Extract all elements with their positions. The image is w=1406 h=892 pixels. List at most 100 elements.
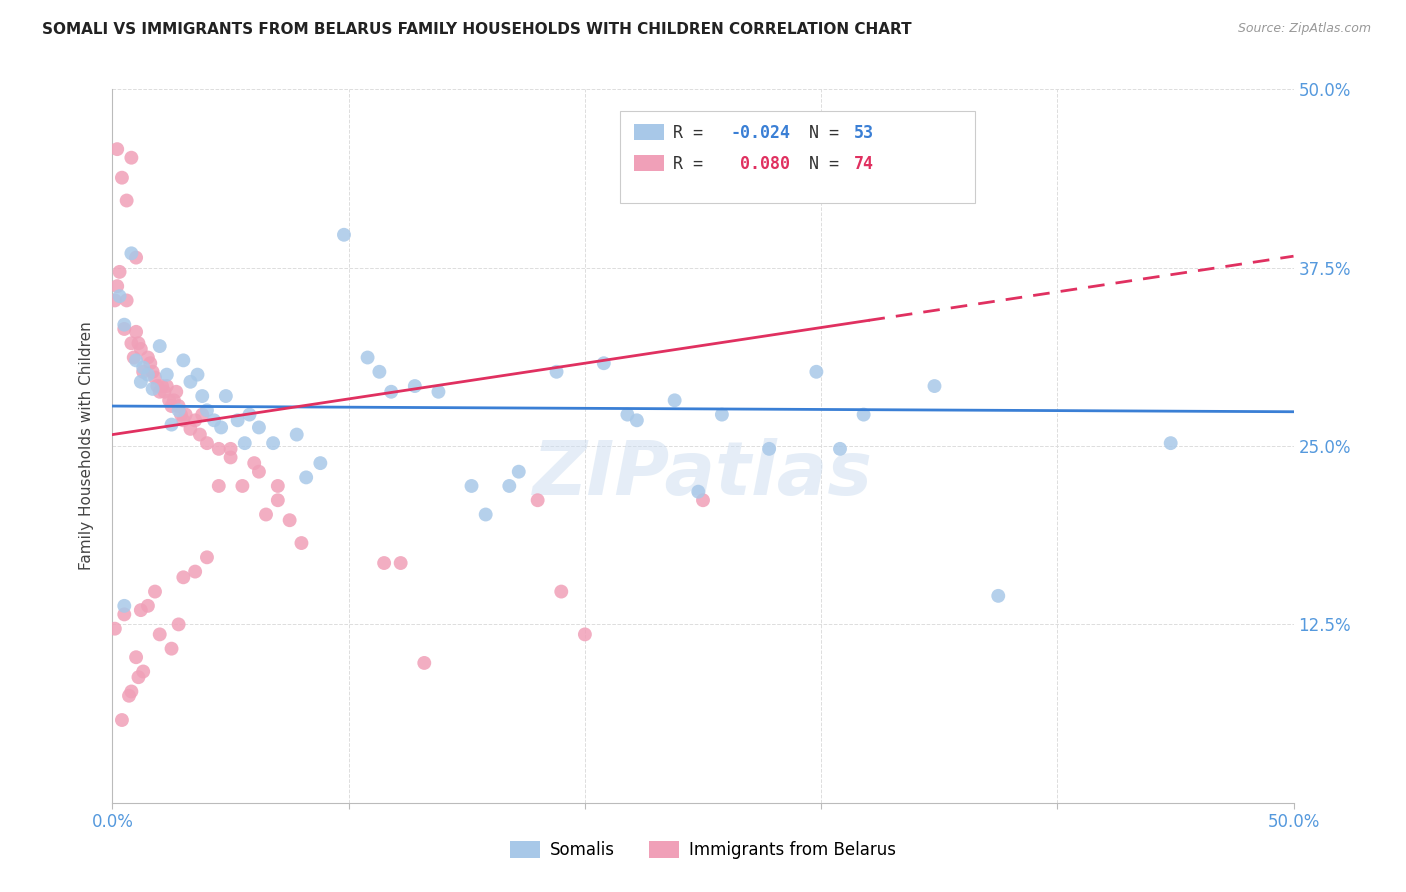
Point	[143, 584, 166, 599]
Point	[136, 368, 159, 382]
Point	[112, 607, 135, 622]
Point	[184, 565, 207, 579]
Point	[498, 479, 520, 493]
Point	[191, 408, 214, 422]
Point	[592, 356, 614, 370]
Text: 0.080: 0.080	[730, 155, 790, 173]
Point	[195, 436, 218, 450]
Point	[688, 484, 710, 499]
Point	[267, 479, 290, 493]
Point	[132, 365, 155, 379]
Point	[179, 422, 201, 436]
Point	[626, 413, 648, 427]
Point	[115, 293, 138, 308]
Point	[243, 456, 266, 470]
Point	[149, 384, 172, 399]
Point	[574, 627, 596, 641]
Point	[209, 420, 232, 434]
Point	[165, 384, 187, 399]
Point	[153, 384, 176, 399]
Point	[125, 353, 148, 368]
Point	[616, 408, 638, 422]
Text: ZIPatlas: ZIPatlas	[533, 438, 873, 511]
Point	[156, 379, 179, 393]
Point	[111, 170, 134, 185]
Point	[380, 384, 402, 399]
Point	[852, 408, 875, 422]
Point	[247, 420, 270, 434]
Point	[167, 617, 190, 632]
Point	[208, 442, 231, 456]
Point	[285, 427, 308, 442]
Text: SOMALI VS IMMIGRANTS FROM BELARUS FAMILY HOUSEHOLDS WITH CHILDREN CORRELATION CH: SOMALI VS IMMIGRANTS FROM BELARUS FAMILY…	[42, 22, 912, 37]
Point	[526, 493, 548, 508]
Point	[142, 382, 165, 396]
Point	[160, 641, 183, 656]
Point	[146, 379, 169, 393]
Point	[160, 399, 183, 413]
Point	[150, 379, 173, 393]
Point	[136, 351, 159, 365]
FancyBboxPatch shape	[634, 125, 664, 140]
Point	[149, 339, 172, 353]
Text: 74: 74	[855, 155, 875, 173]
Legend: Somalis, Immigrants from Belarus: Somalis, Immigrants from Belarus	[503, 834, 903, 866]
Point	[290, 536, 312, 550]
Point	[254, 508, 277, 522]
Point	[924, 379, 946, 393]
Point	[550, 584, 572, 599]
Point	[267, 493, 290, 508]
Point	[219, 442, 242, 456]
Text: Source: ZipAtlas.com: Source: ZipAtlas.com	[1237, 22, 1371, 36]
Point	[111, 713, 134, 727]
Point	[987, 589, 1010, 603]
Point	[309, 456, 332, 470]
FancyBboxPatch shape	[634, 155, 664, 170]
Point	[508, 465, 530, 479]
Point	[188, 427, 211, 442]
Point	[413, 656, 436, 670]
Point	[460, 479, 482, 493]
Point	[129, 375, 152, 389]
Point	[186, 368, 208, 382]
Point	[142, 365, 165, 379]
Point	[184, 413, 207, 427]
Point	[120, 336, 142, 351]
Point	[333, 227, 356, 242]
Point	[262, 436, 284, 450]
Point	[295, 470, 318, 484]
Point	[143, 370, 166, 384]
Point	[104, 293, 127, 308]
Point	[692, 493, 714, 508]
Point	[1160, 436, 1182, 450]
Text: N =: N =	[810, 125, 849, 143]
Point	[195, 403, 218, 417]
Point	[427, 384, 450, 399]
Point	[226, 413, 249, 427]
Point	[122, 351, 145, 365]
Point	[828, 442, 851, 456]
Point	[215, 389, 238, 403]
Point	[710, 408, 733, 422]
Point	[127, 670, 149, 684]
Point	[125, 650, 148, 665]
Point	[136, 599, 159, 613]
Point	[112, 322, 135, 336]
Point	[758, 442, 780, 456]
Point	[129, 603, 152, 617]
Point	[125, 325, 148, 339]
Point	[118, 689, 141, 703]
Point	[120, 246, 142, 260]
Point	[278, 513, 301, 527]
Point	[172, 570, 194, 584]
Point	[179, 375, 201, 389]
Point	[356, 351, 378, 365]
Point	[219, 450, 242, 465]
Text: R =: R =	[673, 155, 713, 173]
Text: N =: N =	[810, 155, 849, 173]
Point	[195, 550, 218, 565]
Point	[247, 465, 270, 479]
Point	[172, 413, 194, 427]
Point	[191, 389, 214, 403]
Point	[157, 393, 180, 408]
